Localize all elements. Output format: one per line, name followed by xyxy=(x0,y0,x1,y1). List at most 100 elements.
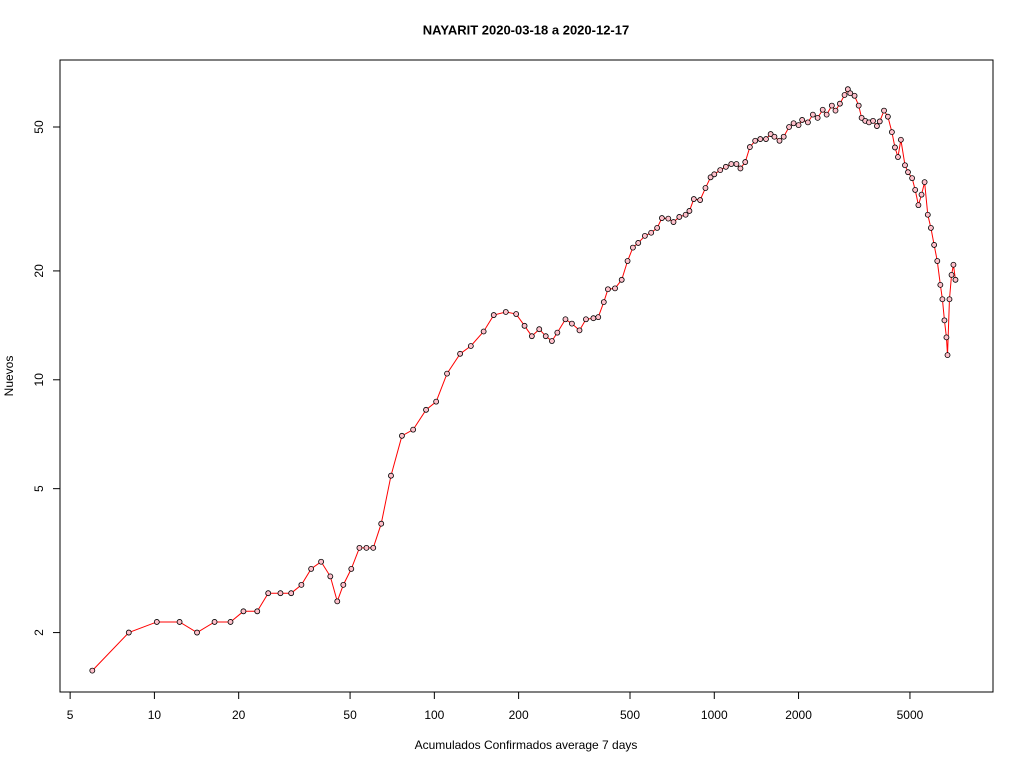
data-point xyxy=(388,472,394,479)
data-point xyxy=(832,107,839,114)
data-point xyxy=(763,136,769,142)
data-point xyxy=(946,296,953,303)
data-point xyxy=(786,124,792,130)
data-point xyxy=(356,544,363,551)
data-point xyxy=(851,92,858,99)
data-point xyxy=(921,179,928,186)
data-point xyxy=(943,334,950,341)
data-point xyxy=(521,322,528,329)
data-point xyxy=(327,573,334,580)
data-point xyxy=(686,208,693,214)
data-point xyxy=(676,214,683,220)
y-axis-label: Nuevos xyxy=(2,356,16,397)
data-point xyxy=(855,102,862,109)
x-tick-label: 5 xyxy=(67,708,74,722)
data-point xyxy=(918,191,925,198)
data-point xyxy=(399,432,405,439)
data-point xyxy=(480,328,487,335)
data-point xyxy=(927,225,934,231)
data-point xyxy=(836,100,843,107)
data-point xyxy=(876,118,883,125)
x-tick-label: 100 xyxy=(424,708,444,722)
data-point xyxy=(618,276,625,283)
data-point xyxy=(89,667,96,674)
data-point xyxy=(467,343,474,349)
data-point xyxy=(941,317,948,324)
data-point xyxy=(888,129,895,136)
data-point xyxy=(568,320,575,327)
data-point xyxy=(334,598,341,605)
data-point xyxy=(952,276,959,283)
data-point xyxy=(457,350,464,357)
data-point xyxy=(562,316,569,323)
data-point xyxy=(490,312,497,318)
data-point xyxy=(737,165,744,172)
x-tick-label: 1000 xyxy=(701,708,728,722)
x-tick-label: 5000 xyxy=(897,708,924,722)
data-point xyxy=(939,296,946,303)
data-point xyxy=(697,197,704,203)
data-point xyxy=(641,232,648,239)
data-point xyxy=(805,119,811,126)
chart-title: NAYARIT 2020-03-18 a 2020-12-17 xyxy=(423,22,629,37)
data-point xyxy=(950,261,957,268)
data-point xyxy=(513,311,520,317)
data-point xyxy=(654,225,661,231)
data-point xyxy=(722,163,729,170)
data-point xyxy=(348,565,355,572)
data-point xyxy=(153,619,160,625)
data-point xyxy=(746,144,753,150)
data-point xyxy=(542,333,549,340)
data-point xyxy=(665,215,672,222)
data-point xyxy=(902,162,908,169)
data-point xyxy=(308,565,315,572)
y-tick-label: 5 xyxy=(32,485,46,492)
data-point xyxy=(378,520,385,527)
data-point xyxy=(125,629,132,636)
data-point xyxy=(583,316,589,323)
data-point xyxy=(612,285,618,292)
data-point xyxy=(554,329,561,336)
data-point xyxy=(841,92,848,98)
data-point xyxy=(340,581,347,588)
data-point xyxy=(265,590,272,597)
x-axis-label: Acumulados Confirmados average 7 days xyxy=(415,738,638,752)
data-point xyxy=(895,154,901,160)
data-point xyxy=(176,619,183,625)
x-tick-label: 20 xyxy=(232,708,246,722)
data-point xyxy=(884,113,891,120)
data-point xyxy=(702,185,709,191)
data-point xyxy=(819,106,826,113)
data-point xyxy=(433,398,440,405)
x-tick-label: 2000 xyxy=(785,708,812,722)
data-point xyxy=(728,161,735,167)
data-point xyxy=(870,117,876,124)
x-tick-label: 10 xyxy=(148,708,162,722)
data-point xyxy=(780,133,787,140)
data-point xyxy=(707,174,714,181)
data-point xyxy=(757,136,764,142)
data-point xyxy=(363,544,370,551)
data-point xyxy=(211,619,218,625)
data-point xyxy=(937,281,944,288)
data-point xyxy=(771,133,778,140)
data-point xyxy=(931,242,938,248)
data-point xyxy=(605,286,611,293)
plot-frame xyxy=(59,59,994,693)
data-point xyxy=(881,107,887,114)
data-point xyxy=(799,117,806,123)
data-point xyxy=(370,544,377,551)
data-point xyxy=(711,171,718,178)
data-point xyxy=(752,137,759,144)
x-tick-label: 200 xyxy=(509,708,529,722)
data-point xyxy=(648,229,655,236)
data-point xyxy=(444,370,450,377)
data-point xyxy=(814,114,821,121)
data-point xyxy=(629,244,636,251)
data-point xyxy=(528,333,535,340)
data-point xyxy=(809,111,816,118)
data-point xyxy=(892,144,898,151)
y-tick-label: 20 xyxy=(32,264,46,278)
y-tick-label: 2 xyxy=(32,629,46,636)
data-point xyxy=(874,123,880,129)
